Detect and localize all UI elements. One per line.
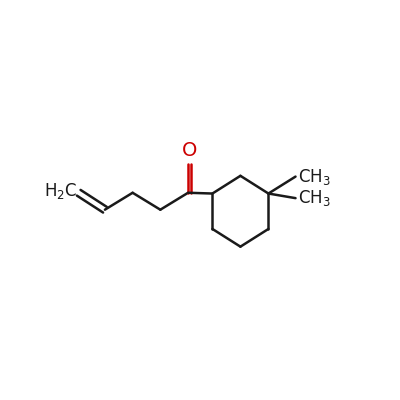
Text: CH$_3$: CH$_3$ [298, 166, 330, 186]
Text: O: O [182, 141, 197, 160]
Text: H$_2$C: H$_2$C [44, 181, 77, 201]
Text: CH$_3$: CH$_3$ [298, 188, 330, 208]
